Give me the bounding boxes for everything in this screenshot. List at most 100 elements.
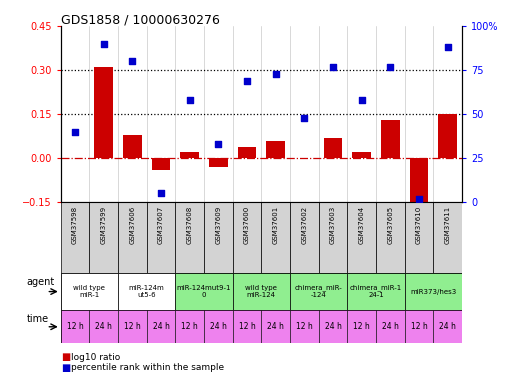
Text: GSM37598: GSM37598 (72, 206, 78, 244)
Point (99, 41, 108, 47)
Text: GSM37608: GSM37608 (187, 206, 193, 244)
Bar (319, 310, 347, 343)
Text: log10 ratio: log10 ratio (71, 352, 120, 362)
Bar (404, 310, 433, 343)
Text: miR373/hes3: miR373/hes3 (410, 289, 457, 295)
Bar (324, 138, 342, 158)
Point (71, 129, 79, 135)
Bar (233, 273, 290, 310)
Text: chimera_miR-1
24-1: chimera_miR-1 24-1 (350, 285, 402, 298)
Text: GSM37607: GSM37607 (158, 206, 164, 244)
Bar (381, 120, 400, 158)
Bar (319, 202, 347, 273)
Bar (404, 202, 433, 273)
Point (214, 141, 223, 147)
Text: GSM37611: GSM37611 (445, 206, 451, 244)
Text: 24 h: 24 h (382, 322, 399, 331)
Bar (175, 273, 233, 310)
Point (357, 97, 366, 103)
Bar (89, 202, 118, 273)
Bar (438, 114, 457, 158)
Bar (376, 310, 404, 343)
Text: GSM37599: GSM37599 (101, 206, 107, 244)
Text: GSM37610: GSM37610 (416, 206, 422, 244)
Bar (433, 202, 462, 273)
Point (157, 190, 165, 196)
Bar (204, 310, 233, 343)
Text: GSM37605: GSM37605 (388, 206, 393, 244)
Bar (118, 273, 175, 310)
Bar (352, 152, 371, 158)
Text: 12 h: 12 h (124, 322, 141, 331)
Bar (433, 310, 462, 343)
Bar (238, 147, 257, 158)
Text: GDS1858 / 10000630276: GDS1858 / 10000630276 (61, 13, 220, 26)
Text: GSM37602: GSM37602 (301, 206, 307, 244)
Bar (61, 310, 89, 343)
Bar (175, 310, 204, 343)
Bar (175, 202, 204, 273)
Text: ■: ■ (61, 363, 70, 372)
Text: miR-124mut9-1
0: miR-124mut9-1 0 (177, 285, 231, 298)
Text: 24 h: 24 h (439, 322, 456, 331)
Text: 24 h: 24 h (95, 322, 112, 331)
Text: 12 h: 12 h (353, 322, 370, 331)
Text: 12 h: 12 h (239, 322, 256, 331)
Point (444, 44, 452, 50)
Text: chimera_miR-
-124: chimera_miR- -124 (295, 285, 343, 298)
Bar (266, 141, 285, 158)
Bar (181, 152, 199, 158)
Text: 24 h: 24 h (267, 322, 284, 331)
Text: GSM37603: GSM37603 (330, 206, 336, 244)
Bar (347, 273, 404, 310)
Text: wild type
miR-124: wild type miR-124 (246, 285, 277, 298)
Bar (233, 202, 261, 273)
Bar (261, 310, 290, 343)
Text: 12 h: 12 h (67, 322, 83, 331)
Bar (347, 202, 376, 273)
Text: GSM37601: GSM37601 (272, 206, 279, 244)
Bar (290, 310, 319, 343)
Bar (89, 310, 118, 343)
Bar (290, 202, 319, 273)
Text: agent: agent (26, 277, 54, 287)
Bar (118, 310, 147, 343)
Text: 24 h: 24 h (210, 322, 227, 331)
Text: wild type
miR-1: wild type miR-1 (73, 285, 105, 298)
Bar (61, 202, 89, 273)
Text: 24 h: 24 h (325, 322, 342, 331)
Point (185, 97, 194, 103)
Bar (61, 273, 118, 310)
Bar (347, 310, 376, 343)
Bar (261, 202, 290, 273)
Point (243, 78, 251, 84)
Bar (404, 273, 462, 310)
Bar (204, 202, 233, 273)
Bar (233, 310, 261, 343)
Text: 24 h: 24 h (153, 322, 169, 331)
Bar (123, 135, 142, 158)
Text: 12 h: 12 h (181, 322, 198, 331)
Bar (376, 202, 404, 273)
Text: 12 h: 12 h (296, 322, 313, 331)
Bar (152, 158, 171, 170)
Bar (147, 202, 175, 273)
Point (329, 64, 337, 70)
Point (300, 115, 308, 121)
Text: GSM37604: GSM37604 (359, 206, 365, 244)
Point (128, 58, 137, 64)
Text: 12 h: 12 h (411, 322, 427, 331)
Text: ■: ■ (61, 352, 70, 362)
Text: miR-124m
ut5-6: miR-124m ut5-6 (129, 285, 165, 298)
Text: percentile rank within the sample: percentile rank within the sample (71, 363, 224, 372)
Point (386, 64, 394, 70)
Bar (95, 68, 113, 158)
Text: GSM37606: GSM37606 (129, 206, 135, 244)
Bar (290, 273, 347, 310)
Bar (147, 310, 175, 343)
Point (415, 196, 423, 202)
Point (271, 71, 280, 77)
Bar (410, 158, 428, 214)
Text: GSM37609: GSM37609 (215, 206, 221, 244)
Bar (209, 158, 228, 167)
